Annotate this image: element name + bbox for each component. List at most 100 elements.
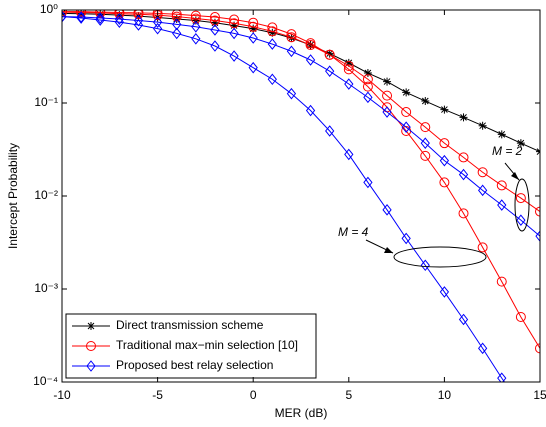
marker xyxy=(267,22,278,33)
marker xyxy=(401,232,411,245)
marker xyxy=(62,10,67,23)
marker xyxy=(95,12,105,24)
marker xyxy=(286,87,297,100)
marker xyxy=(229,14,240,25)
marker xyxy=(190,10,201,21)
legend: Direct transmission scheme Traditional ma… xyxy=(65,313,317,379)
marker xyxy=(210,40,220,52)
marker xyxy=(248,61,258,74)
marker xyxy=(95,10,106,18)
marker xyxy=(152,16,163,28)
series-line xyxy=(62,11,540,212)
marker xyxy=(478,121,487,130)
marker xyxy=(209,12,220,23)
marker xyxy=(229,50,239,62)
marker xyxy=(458,313,469,326)
marker xyxy=(497,130,506,139)
marker xyxy=(516,214,526,226)
plot xyxy=(62,10,540,410)
marker xyxy=(87,322,95,330)
marker xyxy=(459,113,468,122)
marker xyxy=(515,193,526,204)
marker xyxy=(344,78,354,90)
marker xyxy=(191,20,201,33)
marker xyxy=(515,311,526,322)
marker xyxy=(305,54,316,66)
marker xyxy=(249,24,258,33)
marker xyxy=(439,177,450,188)
marker xyxy=(172,18,182,31)
marker xyxy=(86,360,96,372)
marker xyxy=(76,11,86,23)
marker xyxy=(497,199,507,211)
marker xyxy=(420,259,430,272)
marker xyxy=(477,342,488,355)
marker xyxy=(115,11,124,20)
marker xyxy=(230,21,239,30)
marker xyxy=(95,14,105,26)
marker xyxy=(535,343,540,354)
marker xyxy=(363,91,373,104)
marker xyxy=(421,97,430,106)
marker xyxy=(210,18,219,27)
marker xyxy=(248,17,259,28)
marker xyxy=(133,19,144,31)
x-tick-label: 15 xyxy=(533,388,546,402)
marker xyxy=(458,208,469,219)
marker xyxy=(420,122,431,133)
y-tick-label: 10⁻² xyxy=(34,188,58,202)
marker xyxy=(190,13,201,24)
marker xyxy=(171,11,182,22)
marker xyxy=(401,121,411,133)
marker xyxy=(535,230,540,242)
m2-ellipse xyxy=(514,178,530,232)
marker xyxy=(324,49,335,60)
marker xyxy=(439,154,450,167)
marker xyxy=(210,24,220,36)
marker xyxy=(76,10,87,17)
marker xyxy=(267,26,278,37)
marker xyxy=(458,152,469,163)
marker xyxy=(191,33,201,45)
marker xyxy=(133,10,144,18)
marker xyxy=(286,45,297,58)
m2-arrowhead xyxy=(511,172,519,180)
marker xyxy=(305,38,316,49)
marker xyxy=(286,32,297,43)
y-tick-label: 10⁻³ xyxy=(34,281,58,295)
marker xyxy=(477,184,488,197)
legend-label: Proposed best relay selection xyxy=(116,358,273,372)
marker xyxy=(402,88,411,97)
marker xyxy=(496,180,507,191)
marker xyxy=(382,106,392,118)
marker xyxy=(477,242,488,253)
marker xyxy=(362,81,373,92)
x-tick-label: 0 xyxy=(250,388,257,402)
marker xyxy=(62,10,67,17)
marker xyxy=(268,28,277,37)
marker xyxy=(76,12,86,24)
x-tick-label: -5 xyxy=(152,388,163,402)
marker xyxy=(383,77,392,86)
marker xyxy=(114,16,125,28)
marker xyxy=(133,14,144,27)
marker xyxy=(114,13,125,25)
marker xyxy=(267,73,277,86)
marker xyxy=(535,206,540,217)
marker xyxy=(477,167,488,178)
marker xyxy=(344,148,354,161)
marker xyxy=(439,286,450,298)
marker xyxy=(496,276,507,287)
marker xyxy=(172,27,182,40)
marker xyxy=(439,138,450,149)
marker xyxy=(440,105,449,114)
y-tick-label: 10⁻¹ xyxy=(34,95,58,109)
marker xyxy=(382,204,392,216)
legend-label: Direct transmission scheme xyxy=(116,318,264,332)
marker xyxy=(517,400,525,410)
marker xyxy=(286,29,297,40)
x-tick-label: 5 xyxy=(345,388,352,402)
m4-ellipse xyxy=(393,246,487,268)
marker xyxy=(152,22,163,35)
